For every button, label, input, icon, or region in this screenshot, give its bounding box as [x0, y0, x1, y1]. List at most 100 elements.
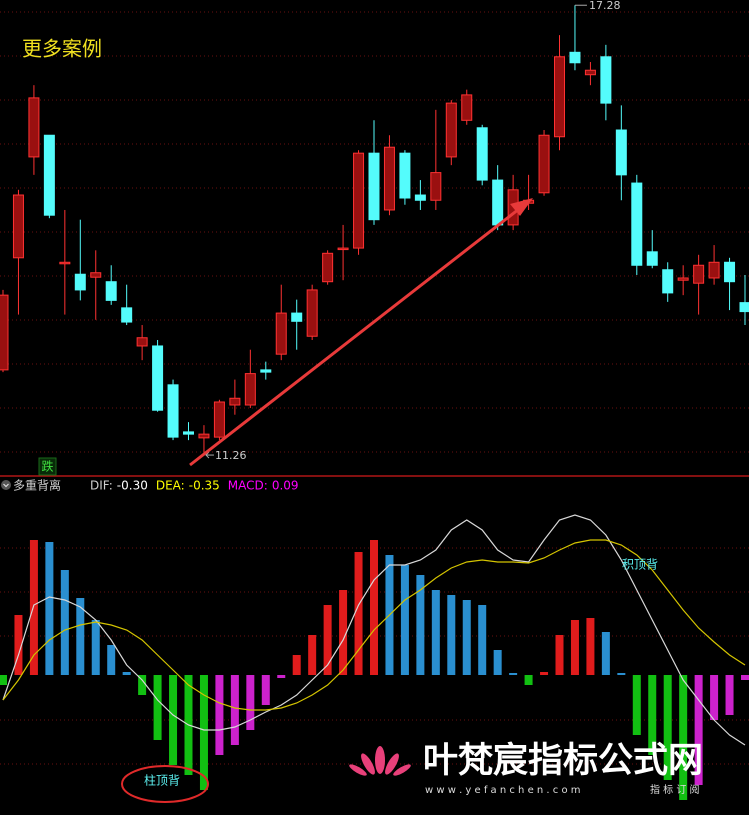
petal — [349, 764, 367, 776]
candle-body — [183, 431, 194, 435]
macd-bar — [540, 672, 549, 675]
macd-bar — [215, 675, 224, 755]
high-label: 17.28 — [589, 0, 621, 12]
macd-bar — [0, 675, 7, 685]
macd-bar — [555, 635, 564, 675]
candle-body — [554, 56, 565, 138]
readout-value: 0.09 — [272, 479, 299, 493]
candle-body — [28, 97, 40, 158]
macd-panel — [0, 514, 749, 800]
candle-body — [260, 369, 272, 373]
candle-body — [708, 261, 720, 279]
macd-bar — [76, 598, 85, 675]
macd-bar — [370, 540, 378, 675]
readout-name: DIF: — [90, 479, 113, 493]
candle-body — [152, 345, 164, 411]
annotation: 柱顶背 — [144, 773, 180, 788]
macd-bar — [679, 675, 688, 800]
macd-bar — [339, 590, 348, 675]
macd-bar — [694, 675, 703, 785]
readout-value: -0.30 — [117, 479, 148, 493]
annotation: 积顶背 — [622, 558, 658, 572]
macd-bar — [107, 645, 116, 675]
candle-body — [213, 401, 225, 438]
macd-bar — [725, 675, 734, 715]
candle-body — [600, 56, 612, 104]
macd-line — [2, 539, 746, 711]
macd-bar — [169, 675, 178, 765]
readout-name: DEA: — [156, 479, 185, 493]
candle-body — [739, 302, 749, 313]
signal: 跌 — [41, 459, 53, 474]
macd-bar — [292, 655, 301, 675]
candle-body — [430, 172, 442, 201]
macd-bar — [400, 565, 409, 675]
watermark-slogan: 指 标 订 阅 — [650, 783, 700, 796]
candle-body — [646, 251, 658, 266]
macd-bar — [199, 675, 208, 790]
candle-body — [693, 264, 705, 284]
candle-body — [275, 312, 287, 355]
macd-bar — [524, 675, 533, 685]
macd-bar — [710, 675, 719, 720]
candle-body — [368, 152, 380, 221]
candle-body — [353, 152, 365, 249]
candle-body — [631, 182, 643, 266]
low-label: 11.26 — [215, 449, 247, 462]
petal — [361, 753, 375, 775]
macd-bar — [431, 590, 440, 675]
candle-body — [615, 129, 627, 176]
candle-body — [229, 397, 241, 406]
macd-bar — [632, 675, 641, 735]
candle-body — [584, 69, 596, 76]
readout-value: -0.35 — [189, 479, 220, 493]
grid — [0, 11, 749, 765]
indicator-icon — [3, 483, 9, 488]
macd-bar — [91, 620, 100, 675]
candle-body — [492, 179, 504, 226]
macd-bar — [601, 632, 610, 675]
candle-body — [476, 127, 488, 181]
title: 更多案例 — [22, 37, 102, 61]
macd-bar — [122, 672, 131, 675]
macd-bar — [29, 540, 38, 675]
macd-bar — [570, 620, 579, 675]
candle-body — [105, 281, 117, 301]
label-arrow — [205, 451, 210, 459]
candle-body — [461, 94, 473, 121]
candle-body — [399, 152, 411, 199]
macd-bar — [648, 675, 657, 755]
candle-body — [677, 277, 689, 281]
candle-body — [291, 312, 303, 322]
macd-bar — [462, 600, 471, 675]
candle-body — [414, 194, 426, 201]
indicator-icon — [1, 480, 11, 490]
macd-bar — [230, 675, 239, 745]
macd-bar — [277, 675, 286, 678]
macd-bar — [323, 605, 332, 675]
macd-bar — [478, 605, 487, 675]
macd-bar — [138, 675, 147, 695]
candle-body — [538, 134, 550, 194]
macd-bar — [261, 675, 270, 705]
candle-body — [662, 269, 674, 294]
macd-line — [2, 514, 746, 746]
candle-body — [167, 384, 179, 438]
trend-arrow — [189, 200, 529, 467]
macd-bar — [246, 675, 255, 730]
readouts: DIF: -0.30 DEA: -0.35 MACD: 0.09 — [90, 479, 299, 493]
candle-body — [306, 289, 318, 337]
petal — [385, 753, 399, 775]
macd-bar — [509, 673, 518, 675]
candle-body — [244, 373, 256, 406]
annotation-ring — [121, 765, 209, 803]
candle-body — [383, 146, 395, 211]
macd-bar — [447, 595, 456, 675]
macd-bar — [308, 635, 317, 675]
candle-body — [0, 294, 9, 371]
signal-box — [38, 457, 57, 476]
macd-bar — [741, 675, 749, 680]
candle-body — [74, 273, 86, 291]
watermark-logo — [349, 746, 411, 776]
